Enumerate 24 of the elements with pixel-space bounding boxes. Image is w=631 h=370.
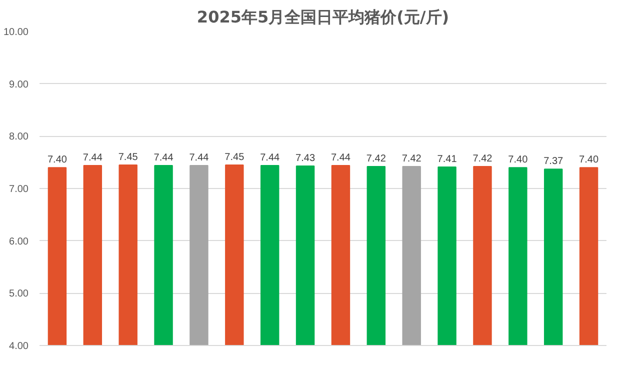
- data-label: 7.43: [296, 152, 316, 164]
- data-label: 7.44: [260, 152, 280, 164]
- data-label: 7.37: [544, 156, 564, 168]
- chart-title: 2025年5月全国日平均猪价(元/斤): [196, 8, 450, 26]
- data-label: 7.40: [579, 154, 599, 166]
- y-tick-label: 7.00: [9, 184, 29, 195]
- data-label: 7.42: [402, 154, 422, 165]
- data-label: 7.44: [154, 152, 174, 164]
- data-label: 7.42: [472, 154, 493, 165]
- data-label: 7.40: [508, 154, 528, 166]
- y-tick-label: 10.00: [3, 27, 29, 38]
- data-label: 7.44: [189, 152, 210, 164]
- y-tick-label: 6.00: [9, 236, 29, 248]
- data-label: 7.40: [47, 154, 68, 166]
- data-label: 7.45: [118, 152, 138, 163]
- y-tick-label: 4.00: [9, 341, 29, 352]
- data-label: 7.45: [224, 152, 245, 163]
- y-tick-label: 8.00: [9, 132, 29, 143]
- y-tick-label: 9.00: [9, 79, 29, 90]
- data-label: 7.42: [366, 154, 386, 165]
- y-tick-label: 5.00: [9, 288, 29, 300]
- data-label: 7.44: [330, 152, 351, 164]
- data-label: 7.44: [82, 152, 103, 164]
- data-label: 7.41: [437, 154, 458, 166]
